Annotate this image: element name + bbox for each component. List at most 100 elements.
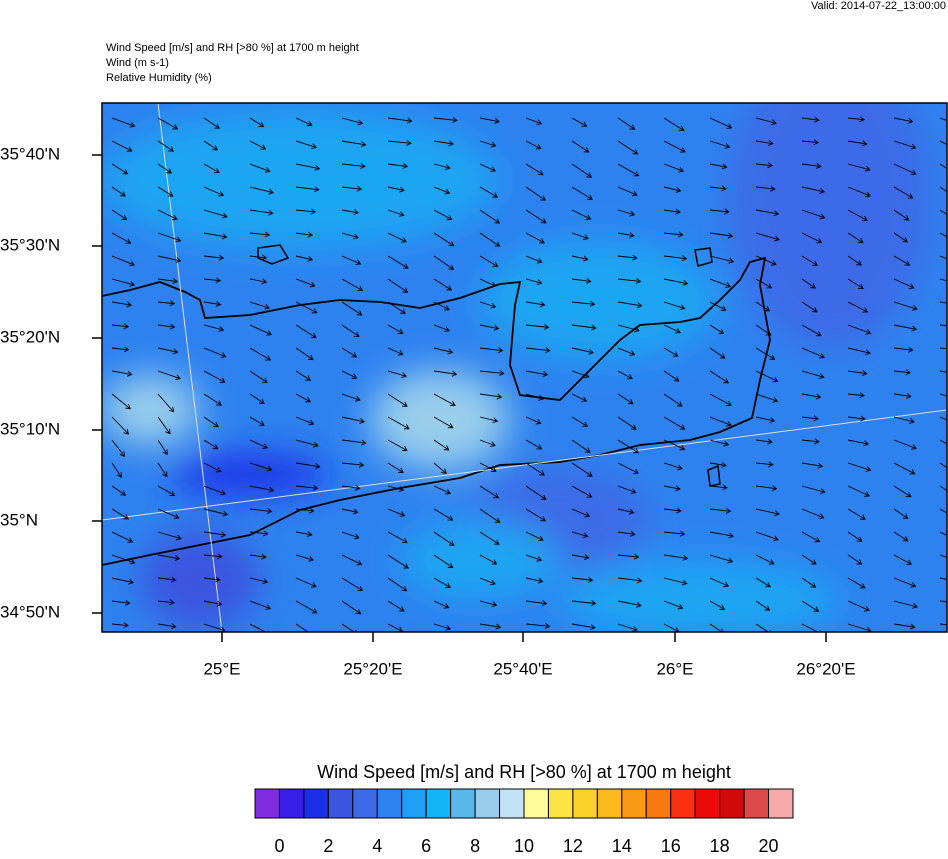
wind-arrow	[847, 278, 864, 289]
wind-arrow	[341, 140, 367, 148]
wind-arrow	[893, 554, 912, 565]
wind-arrow	[433, 324, 450, 333]
wind-arrow	[525, 186, 547, 201]
wind-arrow	[847, 255, 862, 266]
wind-arrow	[157, 140, 175, 152]
wind-arrow	[709, 507, 732, 514]
wind-arrow	[663, 117, 685, 131]
wind-arrow	[801, 347, 825, 359]
wind-arrow	[157, 117, 179, 130]
wind-arrow	[525, 462, 545, 476]
wind-arrow	[755, 232, 780, 242]
wind-arrow	[249, 553, 267, 560]
wind-arrow	[387, 163, 409, 169]
wind-arrow	[249, 416, 265, 426]
lon-label: 25°20'E	[343, 659, 402, 678]
wind-arrow	[433, 462, 447, 474]
wind-arrow	[847, 209, 868, 222]
wind-arrow	[617, 140, 639, 155]
wind-arrow	[433, 600, 450, 609]
wind-arrow	[433, 347, 454, 355]
wind-arrow	[939, 140, 947, 146]
wind-arrow	[295, 484, 319, 491]
wind-arrow	[111, 577, 134, 585]
wind-arrow	[939, 301, 947, 304]
wind-arrow	[847, 392, 865, 399]
wind-arrow	[249, 508, 273, 515]
wind-arrow	[341, 185, 363, 192]
wind-arrow	[203, 254, 225, 261]
wind-arrow	[157, 300, 176, 307]
wind-arrow	[157, 255, 182, 263]
wind-arrow	[801, 163, 822, 169]
wind-arrow	[525, 577, 544, 584]
wind-arrow	[203, 531, 227, 538]
wind-arrow	[387, 577, 408, 592]
colorbar-swatch	[499, 788, 525, 819]
wind-arrow	[709, 416, 732, 427]
coastline	[102, 256, 771, 566]
wind-arrow	[847, 301, 869, 313]
wind-arrow	[433, 393, 456, 407]
wind-arrow	[617, 254, 638, 261]
wind-arrow	[663, 255, 688, 262]
wind-arrow	[571, 508, 591, 518]
wind-arrow	[479, 209, 501, 224]
wind-arrow	[525, 393, 544, 401]
colorbar-swatch	[303, 788, 329, 819]
wind-arrow	[617, 278, 642, 284]
wind-arrow	[387, 347, 404, 356]
wind-arrow	[295, 393, 311, 403]
wind-arrow	[893, 186, 914, 199]
wind-arrow	[341, 117, 364, 126]
wind-arrow	[295, 186, 320, 193]
wind-arrow	[249, 530, 269, 537]
wind-arrow	[571, 163, 593, 178]
wind-arrow	[157, 554, 181, 561]
wind-arrow	[433, 140, 455, 147]
wind-arrow	[939, 324, 947, 327]
wind-arrow	[847, 485, 870, 497]
colorbar-title: Wind Speed [m/s] and RH [>80 %] at 1700 …	[317, 762, 731, 782]
wind-arrow	[157, 370, 181, 381]
wind-arrow	[939, 232, 947, 238]
wind-arrow	[801, 531, 821, 543]
wind-arrow	[111, 370, 133, 377]
wind-arrow	[893, 462, 916, 475]
wind-arrow	[479, 232, 501, 247]
colorbar-label: 18	[710, 836, 730, 854]
colorbar-swatch	[572, 788, 598, 819]
wind-arrow	[525, 439, 543, 450]
wind-arrow	[709, 324, 725, 335]
wind-arrow	[847, 347, 871, 356]
colorbar-label: 2	[323, 836, 333, 854]
wind-arrow	[571, 462, 593, 477]
wind-arrow	[157, 508, 180, 520]
wind-arrow	[479, 508, 501, 524]
wind-arrow	[663, 600, 684, 610]
wind-arrow	[801, 255, 818, 266]
graticule	[157, 103, 223, 632]
wind-arrow	[249, 347, 272, 361]
wind-arrow	[617, 370, 633, 380]
wind-arrow	[663, 507, 682, 514]
wind-arrow	[847, 577, 866, 589]
wind-arrow	[295, 301, 318, 314]
wind-arrows	[111, 116, 947, 632]
wind-arrow	[157, 232, 182, 243]
wind-arrow	[295, 416, 315, 426]
colorbar-label: 12	[563, 836, 583, 854]
wind-arrow	[203, 117, 220, 129]
wind-arrow	[801, 393, 822, 400]
wind-arrow	[755, 185, 776, 192]
wind-arrow	[479, 186, 499, 198]
wind-arrow	[755, 324, 772, 336]
wind-arrow	[755, 531, 779, 542]
wind-arrow	[939, 255, 947, 260]
colorbar-swatch	[523, 788, 549, 819]
wind-arrow	[847, 415, 866, 422]
wind-arrow	[617, 508, 635, 515]
wind-arrow	[801, 485, 826, 494]
wind-arrow	[157, 462, 168, 478]
